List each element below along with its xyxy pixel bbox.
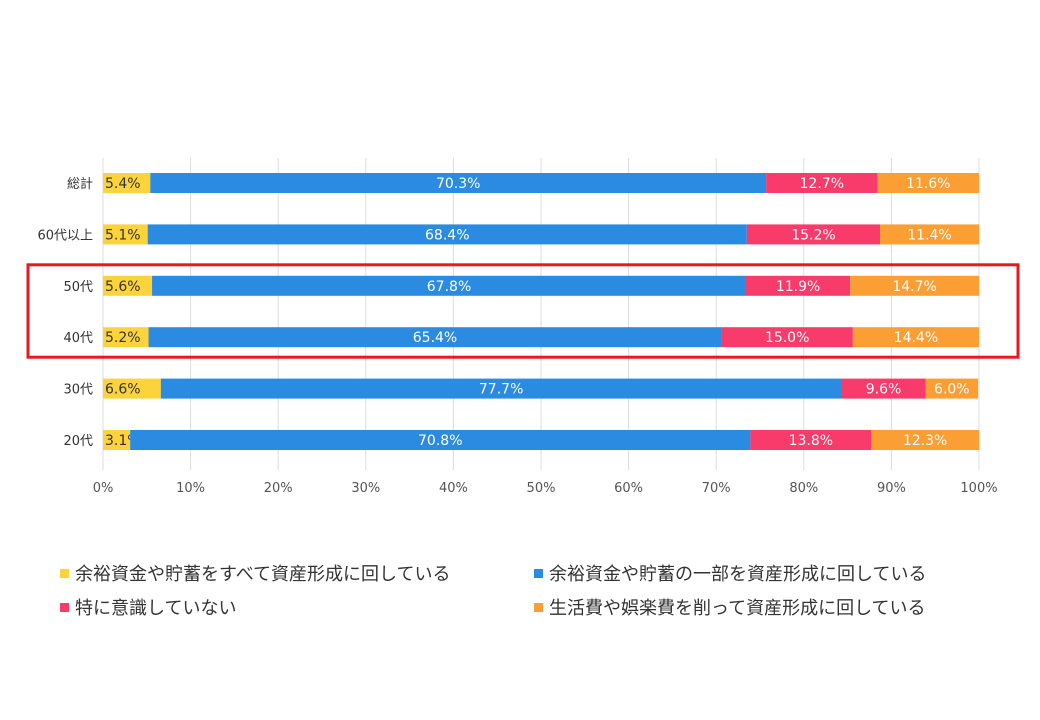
data-label: 12.3% (903, 433, 947, 449)
bar-segment (103, 224, 148, 245)
legend-item: 余裕資金や貯蓄をすべて資産形成に回している (60, 560, 530, 586)
bar-segment (152, 275, 746, 296)
data-label: 11.6% (906, 176, 950, 192)
bar-segment (746, 224, 881, 245)
data-label: 13.8% (789, 433, 833, 449)
category-label: 40代 (63, 331, 93, 346)
x-tick-label: 0% (93, 481, 114, 496)
bar-segment (103, 327, 149, 348)
x-tick-label: 20% (264, 481, 293, 496)
category-label: 60代以上 (37, 228, 93, 243)
bar-segment (880, 224, 979, 245)
bar-segment (103, 430, 131, 450)
bar-segment (721, 327, 853, 348)
bar-segment (147, 224, 747, 245)
legend-label: 生活費や娯楽費を削って資産形成に回している (549, 598, 926, 619)
legend-swatch (60, 602, 69, 612)
legend-label: 余裕資金や貯蓄をすべて資産形成に回している (75, 564, 451, 585)
data-label: 12.7% (800, 176, 844, 192)
data-label: 15.0% (765, 330, 809, 346)
bar-segment (766, 173, 878, 193)
data-label: 6.0% (934, 382, 970, 398)
data-label: 6.6% (105, 382, 141, 398)
data-label: 11.4% (907, 227, 951, 243)
data-label: 9.6% (866, 382, 902, 398)
bar-segment (130, 430, 751, 450)
x-tick-label: 50% (527, 481, 556, 496)
data-label: 5.6% (105, 279, 141, 295)
legend-label: 特に意識していない (75, 598, 237, 619)
x-tick-label: 70% (702, 481, 731, 496)
legend-swatch (534, 568, 543, 578)
data-label: 68.4% (425, 227, 469, 243)
highlight-frame (26, 263, 1020, 359)
bar-segment (852, 327, 979, 348)
x-tick-label: 90% (877, 481, 906, 496)
legend-swatch (60, 568, 69, 578)
data-label: 14.7% (892, 279, 936, 295)
legend-label: 余裕資金や貯蓄の一部を資産形成に回している (549, 564, 927, 585)
bar-segment (925, 378, 979, 399)
data-label: 11.9% (776, 279, 820, 295)
x-tick-label: 10% (176, 481, 205, 496)
category-label: 20代 (63, 434, 93, 449)
category-label: 50代 (63, 280, 93, 295)
legend-item: 余裕資金や貯蓄の一部を資産形成に回している (534, 560, 1004, 586)
legend-item: 特に意識していない (60, 594, 530, 620)
bar-segment (160, 378, 842, 399)
data-label: 15.2% (791, 227, 835, 243)
data-label: 5.2% (105, 330, 141, 346)
bar-segment (103, 378, 161, 399)
chart-legend: 余裕資金や貯蓄をすべて資産形成に回している 余裕資金や貯蓄の一部を資産形成に回して… (60, 560, 1020, 620)
legend-item: 生活費や娯楽費を削って資産形成に回している (534, 594, 1004, 620)
bar-segment (850, 275, 979, 296)
data-label: 65.4% (413, 330, 457, 346)
bar-segment (150, 173, 767, 193)
x-tick-label: 60% (614, 481, 643, 496)
x-tick-label: 30% (351, 481, 380, 496)
bar-segment (841, 378, 926, 399)
x-tick-label: 40% (439, 481, 468, 496)
stacked-bar-chart: 0% 10% 20% 30% 40% 50% 60% 70% 80% 90% 100% 総計 5.4% 7… (26, 158, 1020, 496)
bar-segment (745, 275, 851, 296)
bar-segment (148, 327, 722, 348)
data-label: 70.3% (436, 176, 480, 192)
bar-segment (750, 430, 872, 450)
data-label: 67.8% (427, 279, 471, 295)
bar-segment (871, 430, 979, 450)
x-tick-label: 80% (789, 481, 818, 496)
category-label: 総計 (67, 176, 93, 192)
data-label: 14.4% (894, 330, 938, 346)
data-label: 70.8% (418, 433, 462, 449)
bar-segment (103, 275, 153, 296)
bar-segment (103, 173, 151, 193)
category-label: 30代 (63, 383, 93, 398)
data-label: 77.7% (479, 382, 523, 398)
x-tick-label: 100% (960, 481, 997, 496)
data-label: 5.1% (105, 227, 141, 243)
data-label: 5.4% (105, 176, 141, 192)
legend-swatch (534, 602, 543, 612)
bar-segment (877, 173, 979, 193)
